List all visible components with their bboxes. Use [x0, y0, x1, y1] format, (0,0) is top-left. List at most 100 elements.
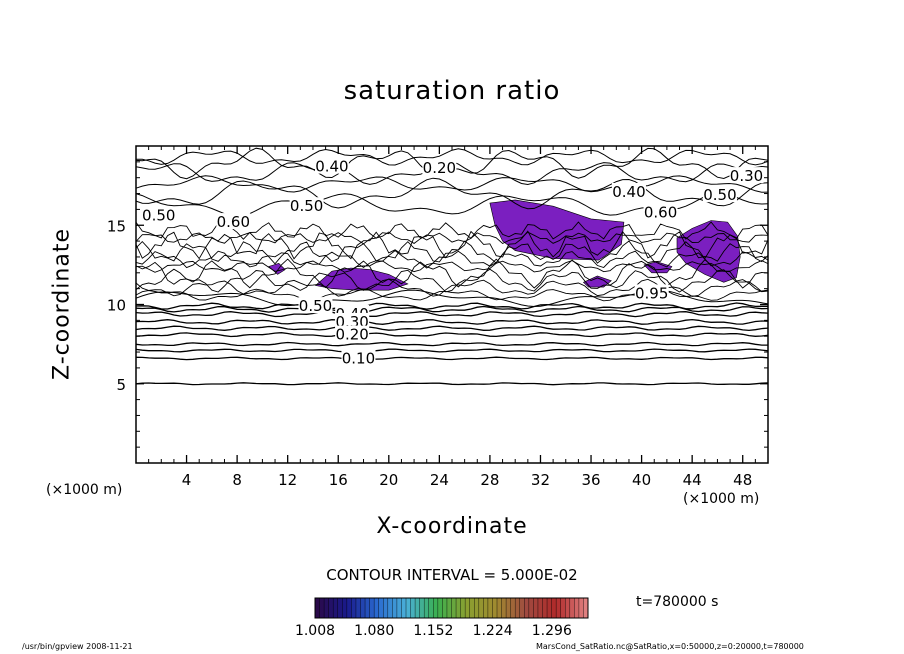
colorbar-segment — [537, 598, 543, 618]
colorbar-segment — [456, 598, 462, 618]
x-tick-label: 4 — [182, 471, 192, 489]
contour-line-lower-3 — [135, 341, 768, 347]
x-tick-label: 36 — [581, 471, 600, 489]
colorbar-tick-label: 1.296 — [532, 623, 572, 639]
colorbar-segment — [369, 598, 375, 618]
y-tick-label: 5 — [116, 376, 126, 394]
contour-label: 0.40 — [612, 183, 645, 201]
colorbar-segment — [528, 598, 534, 618]
contour-label: 0.60 — [644, 204, 677, 222]
contour-label-bg — [335, 325, 370, 342]
contour-line-upper-6 — [135, 148, 769, 166]
x-tick-label: 32 — [531, 471, 550, 489]
colorbar-segment — [442, 598, 448, 618]
colorbar-segment — [419, 598, 425, 618]
colorbar-segment — [533, 598, 539, 618]
x-tick-label: 8 — [232, 471, 242, 489]
colorbar-segment — [446, 598, 452, 618]
colorbar-segment — [551, 598, 557, 618]
colorbar-segment — [501, 598, 507, 618]
colorbar-segment — [392, 598, 398, 618]
colorbar-segment — [437, 598, 443, 618]
footer-command: /usr/bin/gpview 2008-11-21 — [22, 642, 133, 651]
contour-line-lower-8 — [135, 305, 769, 313]
colorbar-segment — [333, 598, 339, 618]
supersaturated-region-0 — [489, 199, 625, 261]
colorbar: 1.008 1.080 1.152 1.224 1.296 — [295, 597, 589, 639]
colorbar-segment — [415, 598, 421, 618]
colorbar-segment — [565, 598, 571, 618]
colorbar-segment — [428, 598, 434, 618]
colorbar-segment — [315, 598, 321, 618]
colorbar-segment — [474, 598, 480, 618]
colorbar-segment — [506, 598, 512, 618]
contour-label-bg — [335, 312, 370, 329]
x-tick-label: 28 — [480, 471, 499, 489]
colorbar-segment — [519, 598, 525, 618]
colorbar-segment — [319, 598, 325, 618]
colorbar-segment — [324, 598, 330, 618]
colorbar-segment — [487, 598, 493, 618]
contour-label: 0.30 — [730, 167, 763, 185]
colorbar-segment — [460, 598, 466, 618]
colorbar-segment — [342, 598, 348, 618]
contour-line-band-6 — [135, 240, 769, 265]
contour-line-lower-2 — [135, 348, 769, 353]
colorbar-segment — [406, 598, 412, 618]
colorbar-segment — [365, 598, 371, 618]
colorbar-segment — [433, 598, 439, 618]
x-tick-label: 48 — [733, 471, 752, 489]
chart-title: saturation ratio — [343, 76, 561, 106]
contour-label-bg — [634, 284, 669, 301]
footer-source: MarsCond_SatRatio.nc@SatRatio,x=0:50000,… — [536, 642, 804, 651]
contour-line-upper-2 — [135, 177, 769, 210]
contour-label-bg — [611, 182, 646, 199]
contour-line-upper-3 — [135, 175, 769, 193]
x-tick-label: 20 — [379, 471, 398, 489]
colorbar-segment — [510, 598, 516, 618]
contour-lines — [135, 147, 769, 386]
contour-interval-label: CONTOUR INTERVAL = 5.000E-02 — [326, 566, 578, 584]
colorbar-segment — [569, 598, 575, 618]
contour-line-band-9 — [135, 221, 769, 240]
contour-line-band-5 — [135, 250, 769, 269]
colorbar-segment — [351, 598, 357, 618]
colorbar-segment — [360, 598, 366, 618]
colorbar-segment — [583, 598, 589, 618]
x-tick-label: 12 — [278, 471, 297, 489]
colorbar-segment — [547, 598, 553, 618]
y-tick-label: 15 — [107, 217, 126, 235]
colorbar-frame — [314, 597, 589, 619]
contour-line-lower-5 — [135, 325, 769, 332]
contour-label-bg — [141, 206, 176, 223]
colorbar-tick-label: 1.008 — [295, 623, 335, 639]
contour-labels: 0.40 0.20 0.30 0.40 0.50 0.50 0.60 0.50 0.60 0.50… — [141, 157, 764, 367]
contour-line-band-7 — [135, 230, 769, 260]
contour-label-bg — [216, 213, 251, 230]
colorbar-segment — [355, 598, 361, 618]
contour-line-lower-4 — [135, 332, 769, 338]
colorbar-segment — [578, 598, 584, 618]
contour-label: 0.40 — [315, 158, 348, 176]
contour-label-bg — [341, 349, 376, 366]
contour-line-lower-7 — [135, 310, 769, 318]
x-unit-note-right: (×1000 m) — [683, 491, 760, 507]
colorbar-segment — [451, 598, 457, 618]
supersaturated-region-1 — [314, 267, 409, 291]
x-tick-label: 24 — [430, 471, 449, 489]
contour-line-band-8 — [135, 231, 769, 245]
colorbar-tick-label: 1.080 — [354, 623, 394, 639]
supersaturated-region-4 — [582, 275, 612, 288]
colorbar-segment — [497, 598, 503, 618]
colorbar-segment — [401, 598, 407, 618]
x-unit-note-left: (×1000 m) — [46, 482, 123, 498]
colorbar-tick-label: 1.152 — [413, 623, 453, 639]
contour-label-bg — [314, 157, 349, 174]
contour-line-band-3 — [135, 258, 769, 289]
colorbar-segment — [383, 598, 389, 618]
contour-label-bg — [729, 167, 764, 184]
y-tick-label: 10 — [107, 297, 126, 315]
colorbar-segment — [378, 598, 384, 618]
colorbar-tick-label: 1.224 — [473, 623, 513, 639]
